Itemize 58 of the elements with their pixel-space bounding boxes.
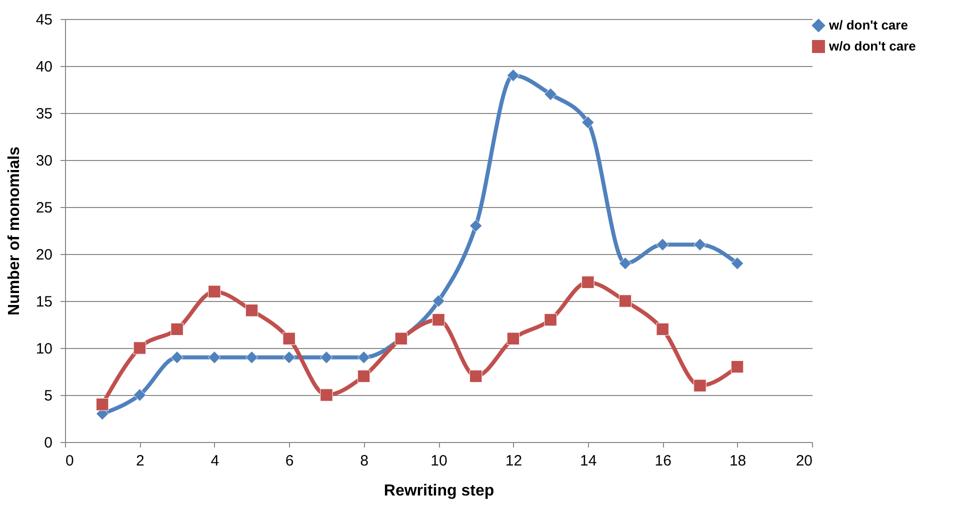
point <box>245 304 258 317</box>
point <box>582 276 594 289</box>
point <box>582 116 594 129</box>
legend-label: w/o don't care <box>828 38 916 54</box>
y-tick-label: 10 <box>36 340 52 358</box>
point <box>320 351 333 364</box>
legend-label: w/ don't care <box>828 18 908 32</box>
point <box>432 313 445 326</box>
point <box>133 388 146 402</box>
point <box>469 370 482 383</box>
y-axis-title: Number of monomials <box>6 146 23 316</box>
point <box>694 238 706 251</box>
y-tick-label: 45 <box>36 12 52 28</box>
point <box>506 69 520 82</box>
point <box>656 322 669 336</box>
point <box>170 322 184 336</box>
point <box>618 257 632 270</box>
x-tick-label: 2 <box>136 452 144 470</box>
point <box>506 332 520 345</box>
point <box>282 332 296 345</box>
point <box>245 351 258 364</box>
point <box>357 370 370 383</box>
point <box>469 219 482 232</box>
x-tick-label: 4 <box>210 452 220 470</box>
x-tick-label: 20 <box>796 452 812 470</box>
x-tick-label: 12 <box>505 452 522 470</box>
point <box>320 388 333 402</box>
point <box>208 351 221 364</box>
y-tick-label: 5 <box>44 388 52 404</box>
y-tick-label: 40 <box>36 58 52 76</box>
point <box>618 294 632 308</box>
x-tick-label: 0 <box>66 452 74 470</box>
point <box>170 351 184 364</box>
x-tick-label: 14 <box>580 452 597 470</box>
point <box>694 379 706 392</box>
point <box>730 360 744 374</box>
point <box>282 351 296 364</box>
x-tick-label: 6 <box>285 452 294 470</box>
y-tick-label: 20 <box>36 246 52 264</box>
point <box>730 257 744 270</box>
y-tick-label: 15 <box>36 294 52 310</box>
y-tick-label: 0 <box>44 434 52 452</box>
x-tick-label: 18 <box>729 452 746 470</box>
point <box>208 285 221 298</box>
x-tick-label: 10 <box>430 452 448 470</box>
point <box>544 313 557 326</box>
point <box>357 351 370 364</box>
point <box>133 342 146 354</box>
point <box>96 398 109 411</box>
x-tick-label: 16 <box>654 452 672 470</box>
y-tick-label: 30 <box>36 152 52 170</box>
x-tick-label: 8 <box>360 452 368 470</box>
point <box>544 88 557 101</box>
point <box>656 238 669 251</box>
x-axis-title: Rewriting step <box>384 482 494 500</box>
point <box>432 294 445 308</box>
y-tick-label: 25 <box>36 200 52 216</box>
y-tick-label: 35 <box>36 106 52 122</box>
